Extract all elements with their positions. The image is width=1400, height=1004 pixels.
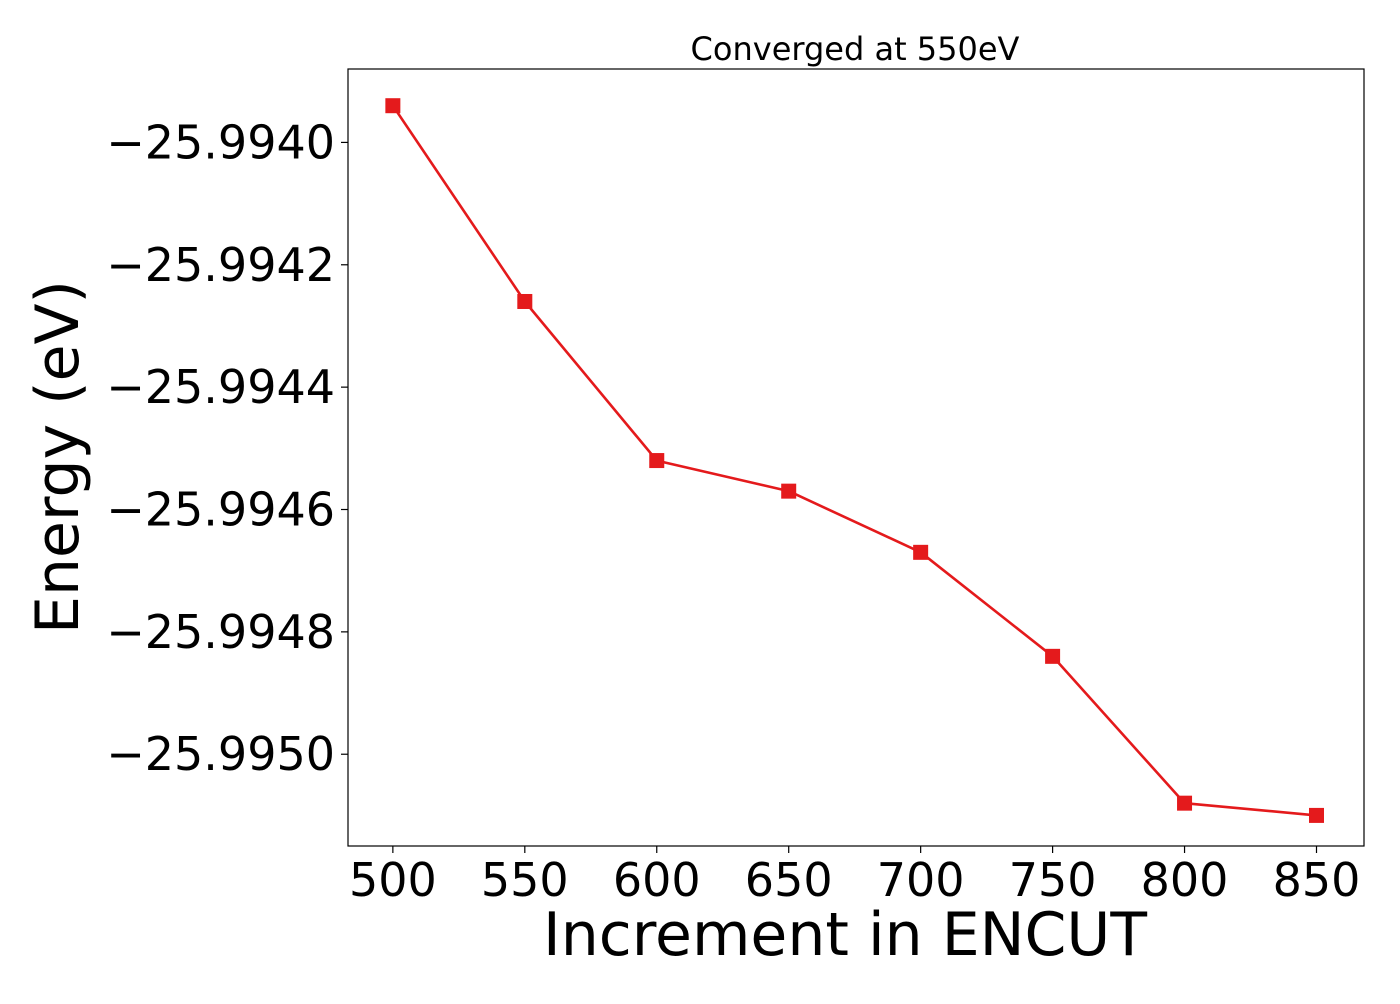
chart-title: Converged at 550eV <box>691 30 1020 68</box>
data-point-marker <box>649 453 665 469</box>
x-tick-label: 650 <box>745 853 833 907</box>
y-tick-label: −25.9950 <box>106 727 335 781</box>
y-tick-label: −25.9940 <box>106 115 335 169</box>
data-point-marker <box>913 544 929 560</box>
data-point-marker <box>517 293 533 309</box>
data-point-marker <box>1177 795 1193 811</box>
x-tick-label: 500 <box>349 853 437 907</box>
series-line <box>391 104 1317 817</box>
x-tick-label: 550 <box>481 853 569 907</box>
data-point-marker <box>385 98 401 114</box>
data-point-marker <box>781 483 797 499</box>
x-axis-label: Increment in ENCUT <box>543 900 1147 970</box>
plot-frame <box>347 68 1365 847</box>
y-tick-label: −25.9942 <box>106 238 335 292</box>
data-point-marker <box>1308 807 1324 823</box>
y-tick-label: −25.9946 <box>106 483 335 537</box>
x-tick-label: 600 <box>613 853 701 907</box>
y-tick-label: −25.9944 <box>106 360 335 414</box>
data-point-marker <box>1045 648 1061 664</box>
y-tick-label: −25.9948 <box>106 605 335 659</box>
x-tick-label: 800 <box>1141 853 1229 907</box>
x-tick-label: 850 <box>1273 853 1361 907</box>
x-tick-label: 750 <box>1009 853 1097 907</box>
y-axis-label: Energy (eV) <box>23 280 93 634</box>
plot-area: 500 550 600 650 700 750 800 850 −25.9940 −25.9942… <box>106 68 1365 907</box>
x-tick-label: 700 <box>877 853 965 907</box>
